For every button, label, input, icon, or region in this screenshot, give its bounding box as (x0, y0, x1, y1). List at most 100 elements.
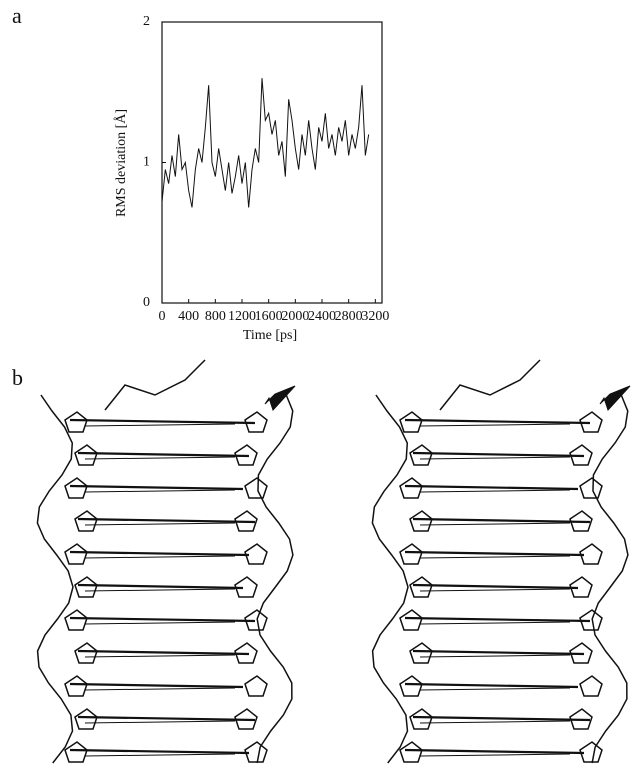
sugar-ring (579, 609, 603, 631)
base-pair (419, 687, 571, 691)
sugar-ring (64, 477, 88, 499)
plot-frame (161, 21, 383, 304)
sugar-ring (244, 411, 268, 433)
base-pair (69, 418, 256, 425)
sugar-ring (64, 741, 88, 763)
base-pair (419, 456, 571, 460)
panel-label: a (12, 3, 22, 28)
sugar-ring (74, 444, 98, 466)
base-pair (84, 621, 236, 625)
backbone-top (104, 359, 206, 411)
backbone (371, 394, 409, 764)
base-pair (84, 423, 236, 427)
y-tick-label: 0 (143, 295, 150, 310)
base-pair (404, 682, 579, 689)
backbone (256, 394, 294, 764)
x-tick-label: 2000 (281, 309, 309, 324)
sugar-ring (399, 543, 423, 565)
backbone (36, 394, 74, 764)
sugar-ring (579, 411, 603, 433)
panel-label: b (12, 365, 23, 390)
sugar-ring (244, 477, 268, 499)
base-pair (77, 715, 256, 722)
sugar-ring (234, 708, 258, 730)
x-tick-label: 1600 (255, 309, 283, 324)
base-pair (404, 484, 579, 491)
base-pair (419, 489, 571, 493)
backbone-top (439, 359, 541, 411)
base-pair (404, 748, 585, 755)
base-pair (77, 451, 250, 458)
sugar-ring (569, 576, 593, 598)
sugar-ring (244, 609, 268, 631)
sugar-ring (409, 576, 433, 598)
base-pair (84, 720, 236, 724)
backbone (591, 394, 629, 764)
sugar-ring (234, 642, 258, 664)
x-axis-title: Time [ps] (243, 328, 297, 343)
x-tick-label: 800 (205, 309, 226, 324)
base-pair (419, 720, 571, 724)
base-pair (84, 753, 236, 757)
sugar-ring (74, 708, 98, 730)
base-pair (419, 588, 571, 592)
x-tick-label: 2400 (308, 309, 336, 324)
base-pair (69, 682, 244, 689)
x-tick-label: 400 (178, 309, 199, 324)
sugar-ring (409, 708, 433, 730)
sugar-ring (74, 642, 98, 664)
sugar-ring (244, 543, 268, 565)
sugar-ring (64, 543, 88, 565)
base-pair (77, 583, 244, 590)
x-tick-label: 1200 (228, 309, 256, 324)
sugar-ring (399, 675, 423, 697)
sugar-ring (569, 510, 593, 532)
sugar-ring (579, 543, 603, 565)
sugar-ring (399, 411, 423, 433)
arrow (264, 385, 296, 411)
base-pair (419, 423, 571, 427)
base-pair (404, 616, 591, 623)
sugar-ring (64, 675, 88, 697)
base-pair (84, 489, 236, 493)
sugar-ring (244, 741, 268, 763)
arrow (599, 385, 631, 411)
x-tick-label: 2800 (335, 309, 363, 324)
base-pair (84, 522, 236, 526)
x-tick-label: 3200 (361, 309, 389, 324)
y-axis-title: RMS deviation [Å] (113, 109, 129, 217)
base-pair (84, 654, 236, 658)
base-pair (404, 550, 585, 557)
base-pair (84, 555, 236, 559)
x-tick-label: 0 (159, 309, 166, 324)
sugar-ring (579, 675, 603, 697)
base-pair (84, 687, 236, 691)
base-pair (69, 484, 244, 491)
base-pair (419, 522, 571, 526)
base-pair (404, 418, 591, 425)
sugar-ring (74, 576, 98, 598)
sugar-ring (409, 444, 433, 466)
base-pair (419, 555, 571, 559)
y-tick-label: 1 (143, 155, 150, 170)
sugar-ring (399, 609, 423, 631)
data-line (161, 78, 370, 208)
base-pair (412, 649, 585, 656)
sugar-ring (569, 708, 593, 730)
base-pair (69, 616, 256, 623)
base-pair (69, 550, 250, 557)
sugar-ring (579, 741, 603, 763)
base-pair (419, 654, 571, 658)
sugar-ring (234, 510, 258, 532)
sugar-ring (64, 609, 88, 631)
sugar-ring (579, 477, 603, 499)
base-pair (69, 748, 250, 755)
sugar-ring (234, 576, 258, 598)
base-pair (84, 456, 236, 460)
sugar-ring (569, 444, 593, 466)
base-pair (412, 715, 591, 722)
sugar-ring (409, 642, 433, 664)
base-pair (419, 753, 571, 757)
sugar-ring (399, 741, 423, 763)
